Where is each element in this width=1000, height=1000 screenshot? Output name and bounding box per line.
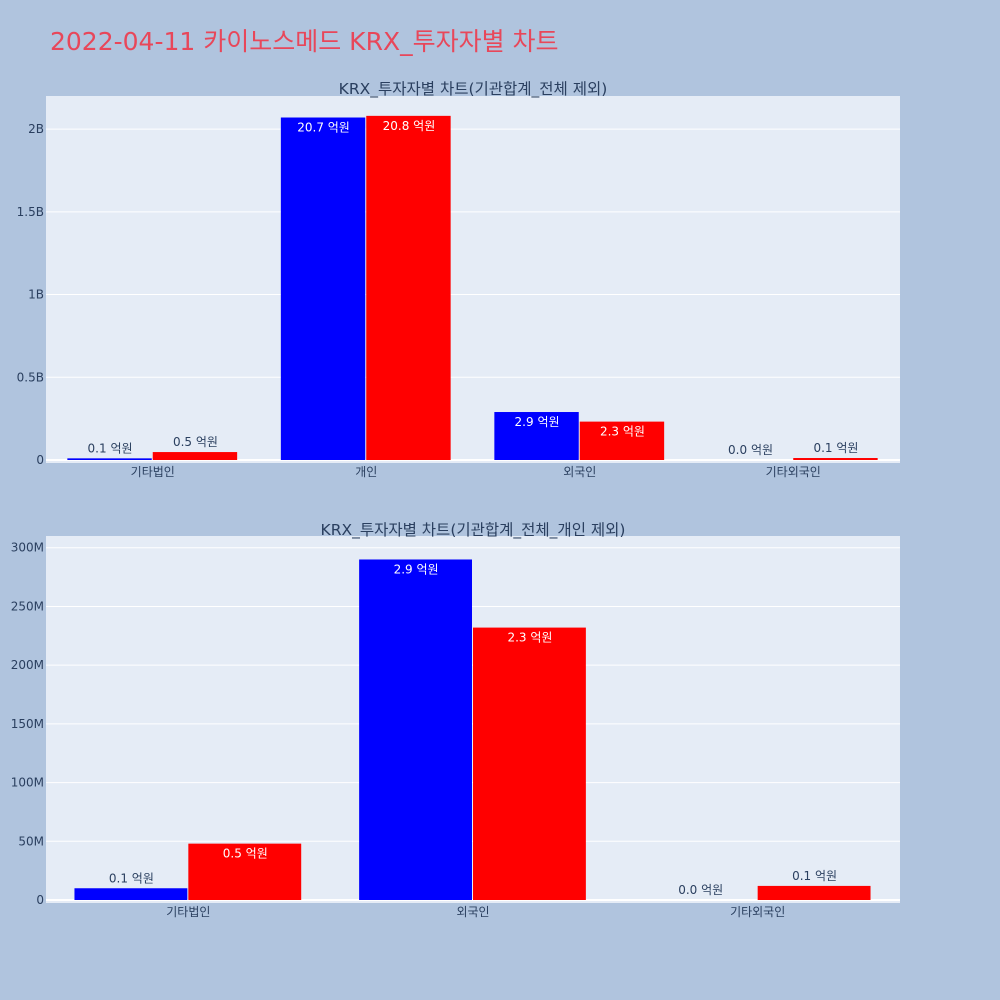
chart-2-title: KRX_투자자별 차트(기관합계_전체_개인 제외) (321, 521, 626, 540)
chart-2-x-tick-label: 기타외국인 (730, 905, 785, 919)
chart-1-bar-label: 0.1 억원 (813, 441, 858, 455)
chart-1-x-tick-label: 외국인 (563, 465, 596, 479)
chart-2-y-tick-label: 100M (11, 776, 44, 790)
chart-1-bar-label: 20.7 억원 (297, 121, 350, 135)
chart-top: 0 0.5B 1B 1.5B 2B KRX_투자자별 차트(기관합계_전체 제외) 기타법인… (17, 80, 900, 479)
chart-2-bar-label: 2.9 억원 (394, 562, 439, 576)
chart-2-bar (473, 627, 586, 900)
chart-1-y-tick-label: 0.5B (17, 370, 44, 384)
chart-2-bar (359, 559, 472, 900)
chart-2-x-tick-label: 기타법인 (166, 905, 210, 919)
chart-1-bar-label: 2.3 억원 (600, 425, 645, 439)
page-title: 2022-04-11 카이노스메드 KRX_투자자별 차트 (50, 27, 559, 56)
chart-1-bar (494, 412, 579, 460)
chart-2-y-tick-label: 250M (11, 599, 44, 613)
chart-2-y-tick-label: 50M (18, 834, 44, 848)
chart-1-y-tick-label: 0 (36, 453, 44, 467)
chart-2-bar-label: 0.0 억원 (678, 883, 723, 897)
chart-2-y-tick-label: 300M (11, 541, 44, 555)
chart-2-bar-label: 0.1 억원 (792, 869, 837, 883)
chart-1-bar (366, 115, 451, 460)
chart-1-y-tick-label: 1.5B (17, 205, 44, 219)
chart-2-y-tick-label: 200M (11, 658, 44, 672)
chart-1-bar (579, 421, 665, 460)
chart-2-bar-label: 2.3 억원 (507, 631, 552, 645)
chart-2-bar-label: 0.5 억원 (223, 847, 268, 861)
chart-1-bar-label: 0.1 억원 (88, 441, 133, 455)
chart-2-bar-label: 0.1 억원 (109, 871, 154, 885)
chart-1-bar-label: 0.0 억원 (728, 443, 773, 457)
chart-1-x-tick-label: 기타법인 (131, 465, 175, 479)
chart-2-bar (757, 885, 871, 900)
chart-1-plot-area (46, 96, 900, 463)
chart-1-bar (280, 117, 366, 460)
chart-2-bar (188, 843, 302, 900)
chart-1-bar (793, 458, 878, 460)
chart-1-bar (67, 458, 152, 460)
chart-2-y-tick-label: 150M (11, 717, 44, 731)
chart-1-bar-label: 20.8 억원 (383, 119, 436, 133)
chart-1-y-tick-label: 2B (28, 122, 44, 136)
chart-1-x-tick-label: 기타외국인 (766, 465, 821, 479)
chart-1-bar-label: 2.9 억원 (515, 415, 560, 429)
chart-1-y-tick-label: 1B (28, 288, 44, 302)
chart-1-bar (152, 452, 238, 460)
chart-2-x-tick-label: 외국인 (456, 905, 489, 919)
chart-1-title: KRX_투자자별 차트(기관합계_전체 제외) (339, 80, 608, 99)
chart-2-y-tick-label: 0 (36, 893, 44, 907)
chart-1-x-tick-label: 개인 (355, 465, 377, 479)
chart-2-bar (74, 888, 188, 900)
chart-1-bar-label: 0.5 억원 (173, 435, 218, 449)
